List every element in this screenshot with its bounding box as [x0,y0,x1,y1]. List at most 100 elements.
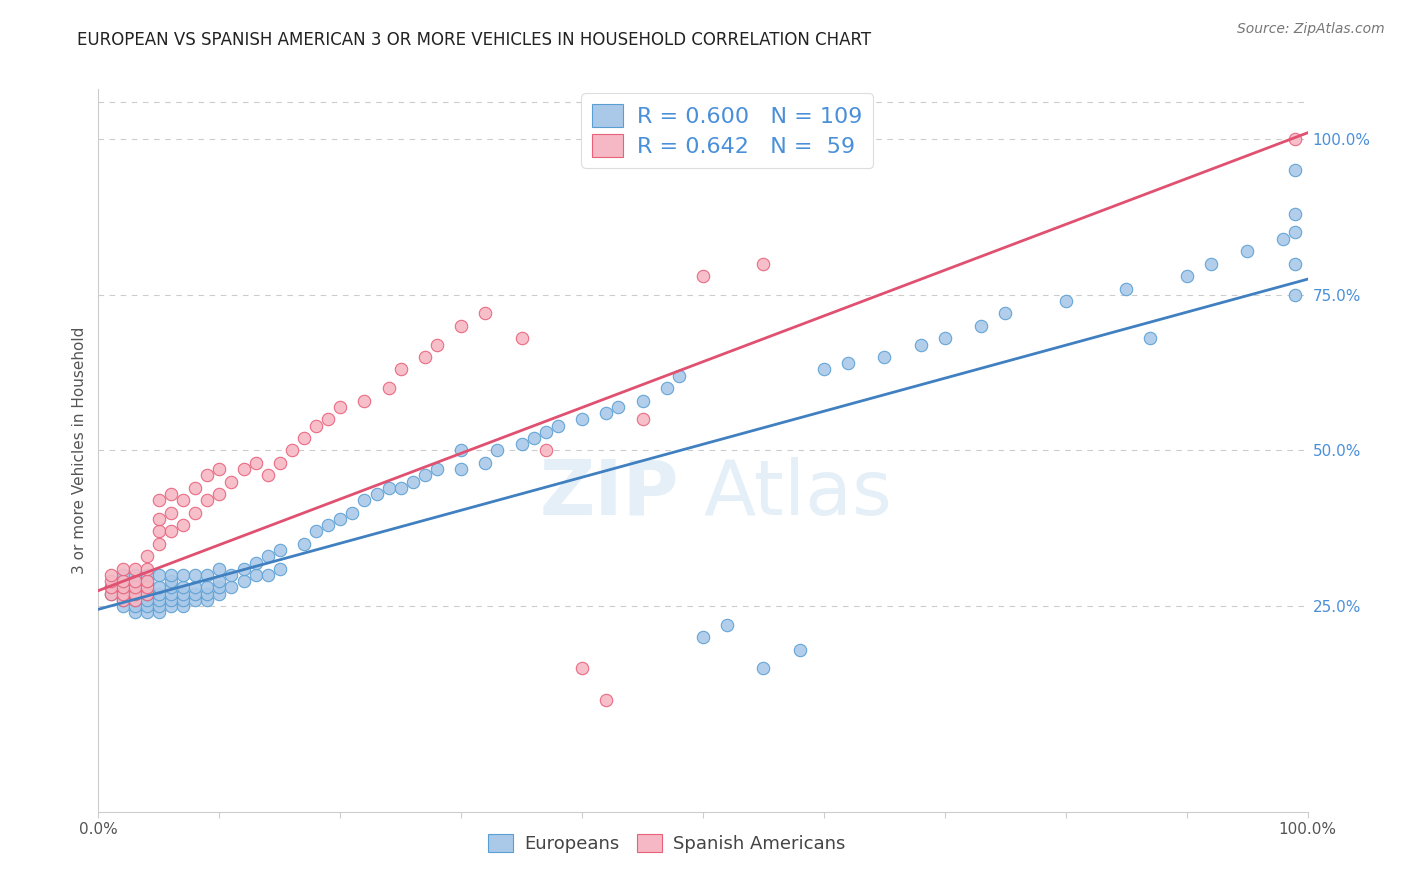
Europeans [450,443,472,458]
Europeans [135,568,157,582]
Europeans [124,587,146,601]
Spanish Americans [124,587,146,601]
Europeans [124,606,146,620]
Spanish Americans [148,524,170,539]
Europeans [172,599,194,614]
Europeans [994,306,1017,320]
Europeans [208,587,231,601]
Europeans [837,356,859,370]
Europeans [245,556,267,570]
Europeans [316,518,339,533]
Europeans [305,524,328,539]
Europeans [1175,268,1198,283]
Europeans [111,581,134,595]
Text: ZIP: ZIP [540,457,679,531]
Europeans [208,581,231,595]
Europeans [160,581,183,595]
Europeans [135,587,157,601]
Europeans [184,587,207,601]
Europeans [269,562,291,576]
Spanish Americans [510,331,533,345]
Legend: Europeans, Spanish Americans: Europeans, Spanish Americans [481,827,853,861]
Spanish Americans [245,456,267,470]
Spanish Americans [534,443,557,458]
Europeans [1054,293,1077,308]
Europeans [195,581,218,595]
Europeans [329,512,352,526]
Europeans [668,368,690,383]
Spanish Americans [124,574,146,589]
Europeans [135,581,157,595]
Europeans [232,574,254,589]
Europeans [523,431,546,445]
Europeans [232,562,254,576]
Europeans [366,487,388,501]
Europeans [595,406,617,420]
Europeans [970,318,993,333]
Spanish Americans [305,418,328,433]
Text: Source: ZipAtlas.com: Source: ZipAtlas.com [1237,22,1385,37]
Europeans [1284,163,1306,178]
Europeans [450,462,472,476]
Europeans [100,587,122,601]
Europeans [1139,331,1161,345]
Europeans [221,568,243,582]
Europeans [256,568,278,582]
Europeans [160,599,183,614]
Spanish Americans [195,493,218,508]
Europeans [1272,232,1295,246]
Spanish Americans [208,487,231,501]
Europeans [789,642,811,657]
Spanish Americans [232,462,254,476]
Spanish Americans [100,581,122,595]
Spanish Americans [269,456,291,470]
Spanish Americans [256,468,278,483]
Europeans [100,581,122,595]
Spanish Americans [292,431,315,445]
Spanish Americans [692,268,714,283]
Spanish Americans [450,318,472,333]
Europeans [873,350,896,364]
Europeans [124,574,146,589]
Europeans [910,337,932,351]
Europeans [413,468,436,483]
Europeans [184,581,207,595]
Europeans [135,599,157,614]
Spanish Americans [111,574,134,589]
Europeans [195,587,218,601]
Europeans [377,481,399,495]
Europeans [716,618,738,632]
Europeans [474,456,496,470]
Spanish Americans [111,593,134,607]
Spanish Americans [100,568,122,582]
Europeans [269,543,291,558]
Europeans [148,599,170,614]
Europeans [571,412,593,426]
Europeans [184,593,207,607]
Europeans [426,462,449,476]
Europeans [148,593,170,607]
Spanish Americans [100,587,122,601]
Europeans [510,437,533,451]
Europeans [208,574,231,589]
Europeans [1199,257,1222,271]
Europeans [1284,257,1306,271]
Europeans [172,593,194,607]
Europeans [184,568,207,582]
Europeans [160,568,183,582]
Y-axis label: 3 or more Vehicles in Household: 3 or more Vehicles in Household [72,326,87,574]
Europeans [195,593,218,607]
Europeans [160,593,183,607]
Europeans [135,593,157,607]
Europeans [934,331,956,345]
Europeans [486,443,509,458]
Europeans [752,661,775,675]
Spanish Americans [111,562,134,576]
Europeans [1236,244,1258,259]
Europeans [607,400,630,414]
Europeans [245,568,267,582]
Spanish Americans [184,481,207,495]
Spanish Americans [353,393,375,408]
Spanish Americans [195,468,218,483]
Spanish Americans [752,257,775,271]
